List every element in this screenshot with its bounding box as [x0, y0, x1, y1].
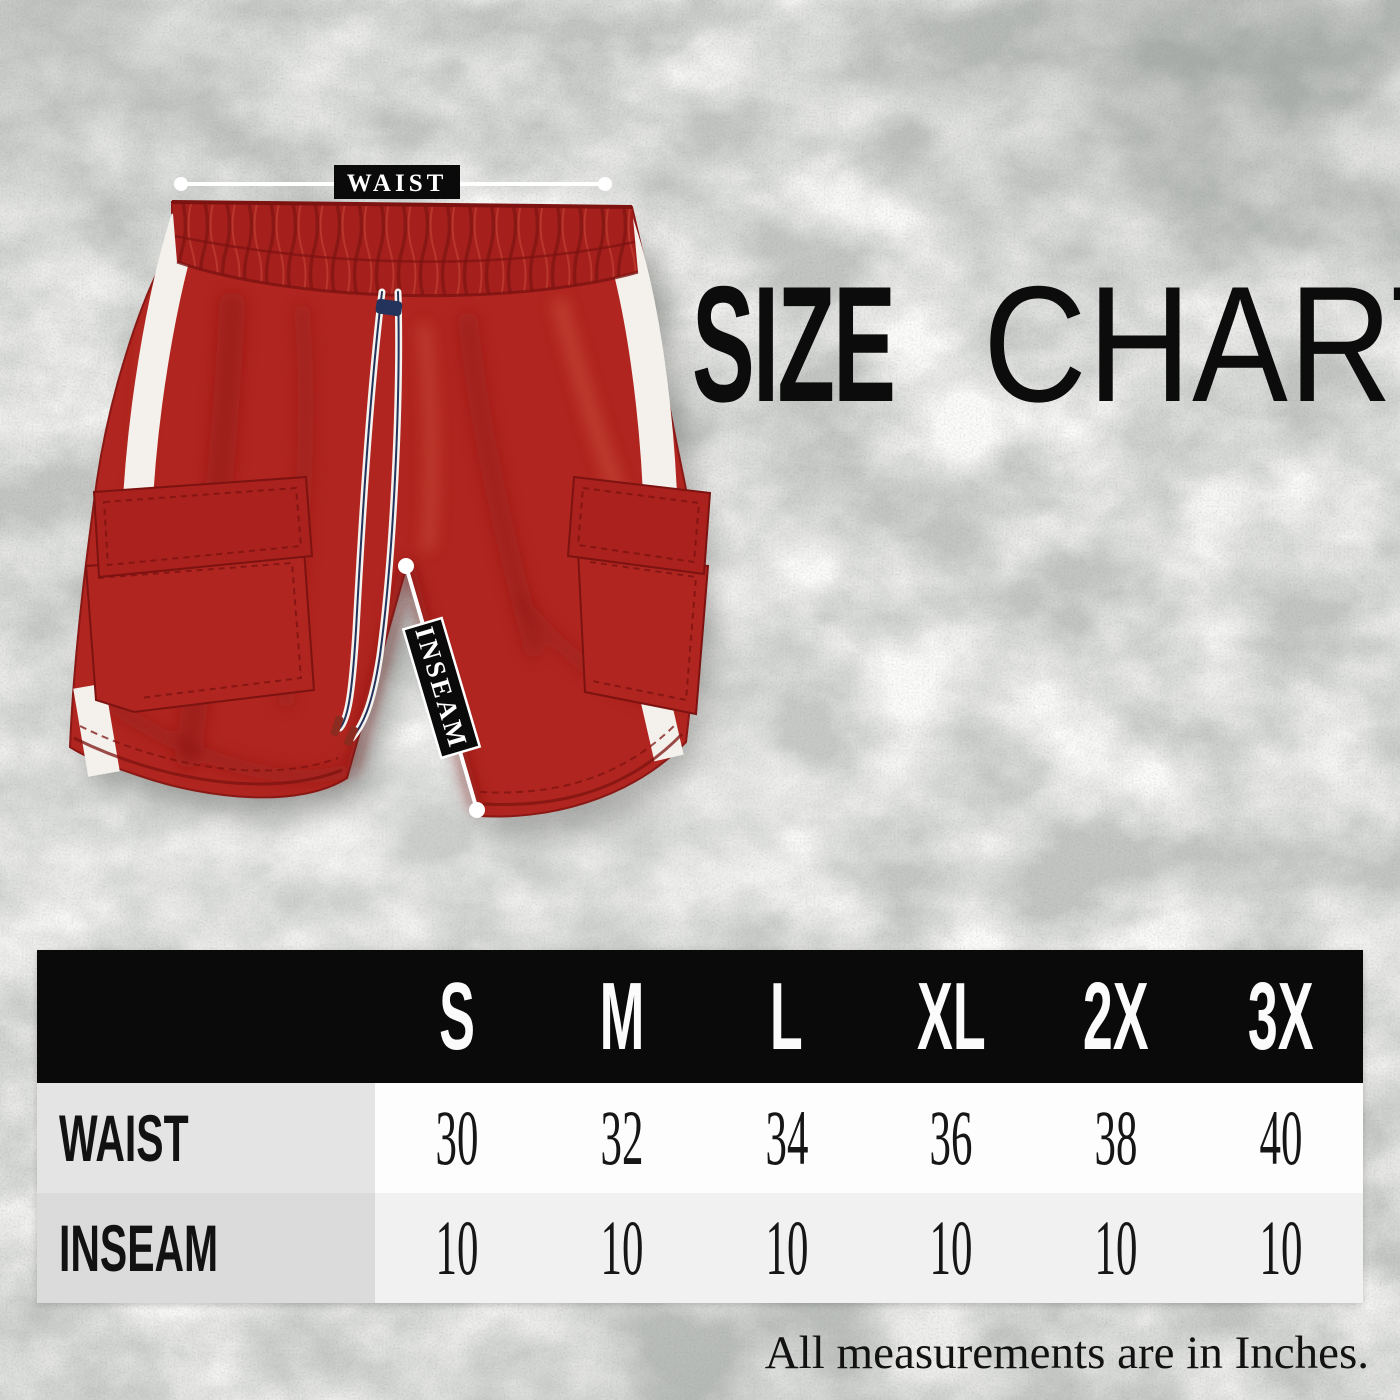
header-cell-s: S: [439, 962, 476, 1070]
header-corner-cell: [37, 950, 375, 1083]
size-table-header-row: S M L XL 2X 3X: [37, 950, 1363, 1083]
header-cell-3x: 3X: [1247, 962, 1314, 1070]
inseam-value-xl: 10: [869, 1193, 1034, 1303]
waist-value-2x: 38: [1033, 1083, 1199, 1193]
header-cell-2x: 2X: [1083, 962, 1149, 1070]
row-label-inseam: INSEAM: [37, 1193, 375, 1303]
waist-value-m: 32: [539, 1083, 705, 1193]
size-table-row-waist: WAIST 30 32 34 36 38 40: [37, 1083, 1363, 1193]
header-cell-l: L: [770, 962, 804, 1070]
row-label-waist: WAIST: [37, 1083, 375, 1193]
waist-value-xl: 36: [869, 1083, 1034, 1193]
waist-value-3x: 40: [1198, 1083, 1363, 1193]
inseam-value-3x: 10: [1198, 1193, 1363, 1303]
drawstring: [330, 288, 403, 747]
inseam-value-s: 10: [375, 1193, 540, 1303]
title-chart: CHART: [983, 252, 1400, 436]
waist-measure-label: WAIST: [347, 170, 448, 197]
waist-value-l: 34: [704, 1083, 869, 1193]
waist-measure-line: WAIST: [174, 165, 612, 199]
inseam-value-2x: 10: [1033, 1193, 1199, 1303]
inseam-value-l: 10: [704, 1193, 869, 1303]
header-cell-xl: XL: [916, 962, 986, 1070]
cargo-pocket-left: [84, 475, 316, 714]
size-table: S M L XL 2X 3X WAIST 30 32 34 36 38 40 I…: [37, 950, 1363, 1303]
measurements-footnote: All measurements are in Inches.: [764, 1327, 1369, 1379]
waist-value-s: 30: [375, 1083, 540, 1193]
title-size: SIZE: [692, 252, 896, 436]
cargo-pocket-right: [566, 475, 712, 716]
size-table-row-inseam: INSEAM 10 10 10 10 10 10: [37, 1193, 1363, 1303]
shorts-photo: WAIST INSEAM: [68, 165, 716, 837]
waistband: [171, 200, 639, 298]
header-cell-m: M: [599, 962, 645, 1070]
inseam-value-m: 10: [539, 1193, 705, 1303]
